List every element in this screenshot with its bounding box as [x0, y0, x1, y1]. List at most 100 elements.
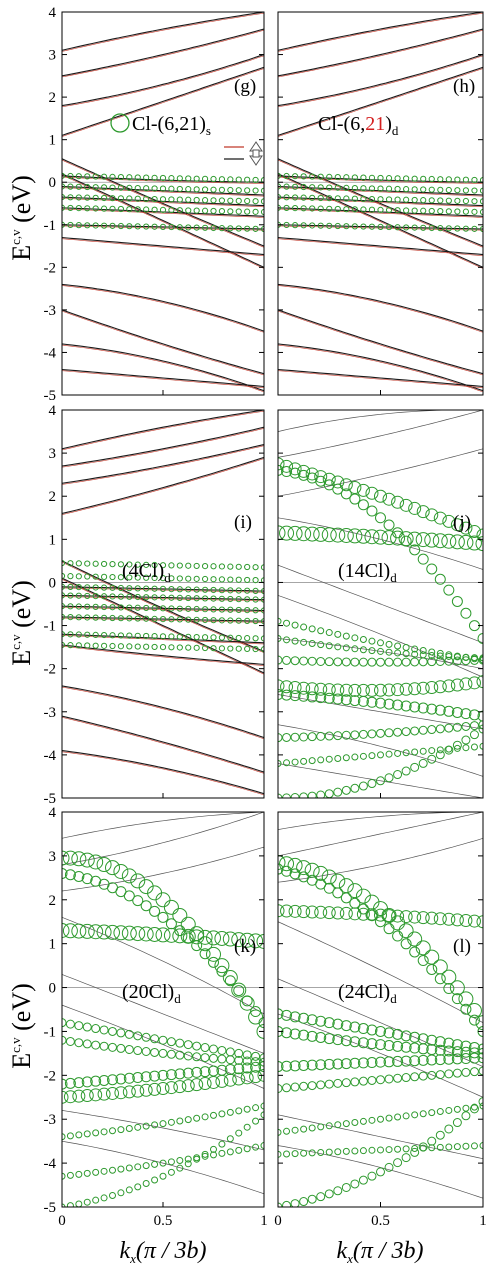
- cl-marker: [300, 1149, 308, 1157]
- cl-marker: [278, 1150, 282, 1158]
- cl-marker: [109, 632, 116, 639]
- cl-marker: [356, 483, 370, 497]
- cl-marker: [305, 467, 319, 481]
- cl-marker: [479, 1142, 483, 1150]
- cl-marker: [366, 505, 378, 517]
- cl-marker: [298, 1029, 310, 1041]
- cl-marker: [252, 635, 259, 642]
- plot-area: [62, 410, 264, 796]
- cl-marker: [278, 904, 285, 918]
- band-line: [62, 616, 264, 622]
- cl-marker: [257, 1068, 264, 1082]
- band-line: [278, 517, 483, 570]
- y-tick-label: -2: [44, 260, 57, 276]
- band-line: [62, 283, 264, 332]
- cl-marker: [458, 534, 474, 550]
- cl-marker: [134, 574, 141, 581]
- cl-marker: [168, 594, 175, 601]
- cl-marker: [381, 530, 397, 546]
- cl-marker: [308, 625, 316, 633]
- cl-marker: [366, 1038, 378, 1050]
- cl-marker: [343, 184, 350, 191]
- cl-marker: [317, 173, 324, 180]
- cl-marker: [252, 1104, 260, 1112]
- cl-marker: [133, 1046, 143, 1056]
- cl-marker: [218, 176, 226, 183]
- cl-marker: [283, 759, 291, 767]
- cl-marker: [201, 595, 209, 602]
- y-tick-label: -1: [44, 218, 57, 234]
- band-line-spin-up: [62, 198, 264, 208]
- cl-marker: [90, 1075, 102, 1087]
- cl-marker: [209, 1044, 218, 1054]
- cl-marker: [235, 617, 242, 624]
- cl-marker: [109, 593, 116, 600]
- cl-marker: [126, 632, 133, 639]
- cl-marker: [244, 225, 251, 232]
- cl-marker: [117, 584, 125, 592]
- cl-marker: [201, 175, 209, 182]
- cl-marker: [159, 615, 167, 623]
- cl-marker: [300, 1125, 308, 1133]
- cl-marker: [283, 204, 290, 212]
- cl-marker: [419, 651, 427, 659]
- panel-frame: [61, 811, 265, 1208]
- cl-marker: [382, 683, 396, 697]
- cl-marker: [443, 705, 455, 717]
- band-line-spin-up: [62, 607, 264, 612]
- cl-marker: [132, 1072, 144, 1084]
- cl-marker: [462, 653, 470, 661]
- cl-marker: [385, 206, 393, 214]
- cl-marker: [415, 532, 431, 548]
- cl-marker: [134, 1163, 142, 1171]
- cl-marker: [357, 1023, 369, 1035]
- cl-marker: [351, 1119, 359, 1127]
- cl-marker: [185, 224, 192, 231]
- band-line-spin-up: [62, 370, 264, 388]
- cl-marker: [117, 184, 125, 191]
- cl-marker: [399, 682, 413, 696]
- cl-marker: [168, 223, 175, 231]
- cl-marker: [92, 573, 99, 580]
- cl-marker: [418, 1142, 428, 1152]
- cl-marker: [149, 1070, 161, 1082]
- cl-marker: [259, 1057, 264, 1067]
- cl-marker: [467, 525, 481, 539]
- cl-marker: [428, 1109, 436, 1117]
- cl-marker: [445, 186, 452, 194]
- cl-marker: [454, 225, 461, 232]
- band-line-spin-up: [62, 579, 264, 675]
- cl-marker: [401, 766, 411, 776]
- cl-marker: [385, 1146, 393, 1154]
- cl-marker: [291, 222, 299, 229]
- cl-marker: [468, 620, 480, 632]
- band-line: [62, 715, 264, 773]
- cl-marker: [132, 895, 144, 907]
- cl-marker: [309, 184, 316, 191]
- cl-marker: [368, 195, 376, 203]
- cl-marker: [304, 526, 320, 542]
- cl-marker: [278, 863, 284, 875]
- cl-marker: [143, 223, 150, 230]
- panel-label: (j): [453, 512, 471, 533]
- cl-marker: [375, 697, 386, 709]
- cl-marker: [368, 752, 376, 760]
- cl-marker: [84, 222, 91, 229]
- cl-marker: [300, 173, 307, 180]
- cl-marker: [251, 1051, 261, 1061]
- cl-marker: [235, 634, 242, 642]
- cl-marker: [305, 682, 319, 696]
- cl-marker: [443, 1053, 455, 1065]
- cl-marker: [392, 930, 404, 942]
- cl-marker: [343, 206, 350, 213]
- cl-marker: [185, 594, 192, 602]
- cl-marker: [84, 205, 91, 212]
- cl-marker: [92, 194, 99, 201]
- x-tick-label: 1: [260, 1213, 268, 1229]
- cl-marker: [382, 909, 396, 923]
- cl-marker: [451, 706, 463, 718]
- cl-marker: [411, 1111, 419, 1119]
- cl-marker: [258, 1061, 264, 1073]
- y-tick-label: 1: [49, 133, 57, 149]
